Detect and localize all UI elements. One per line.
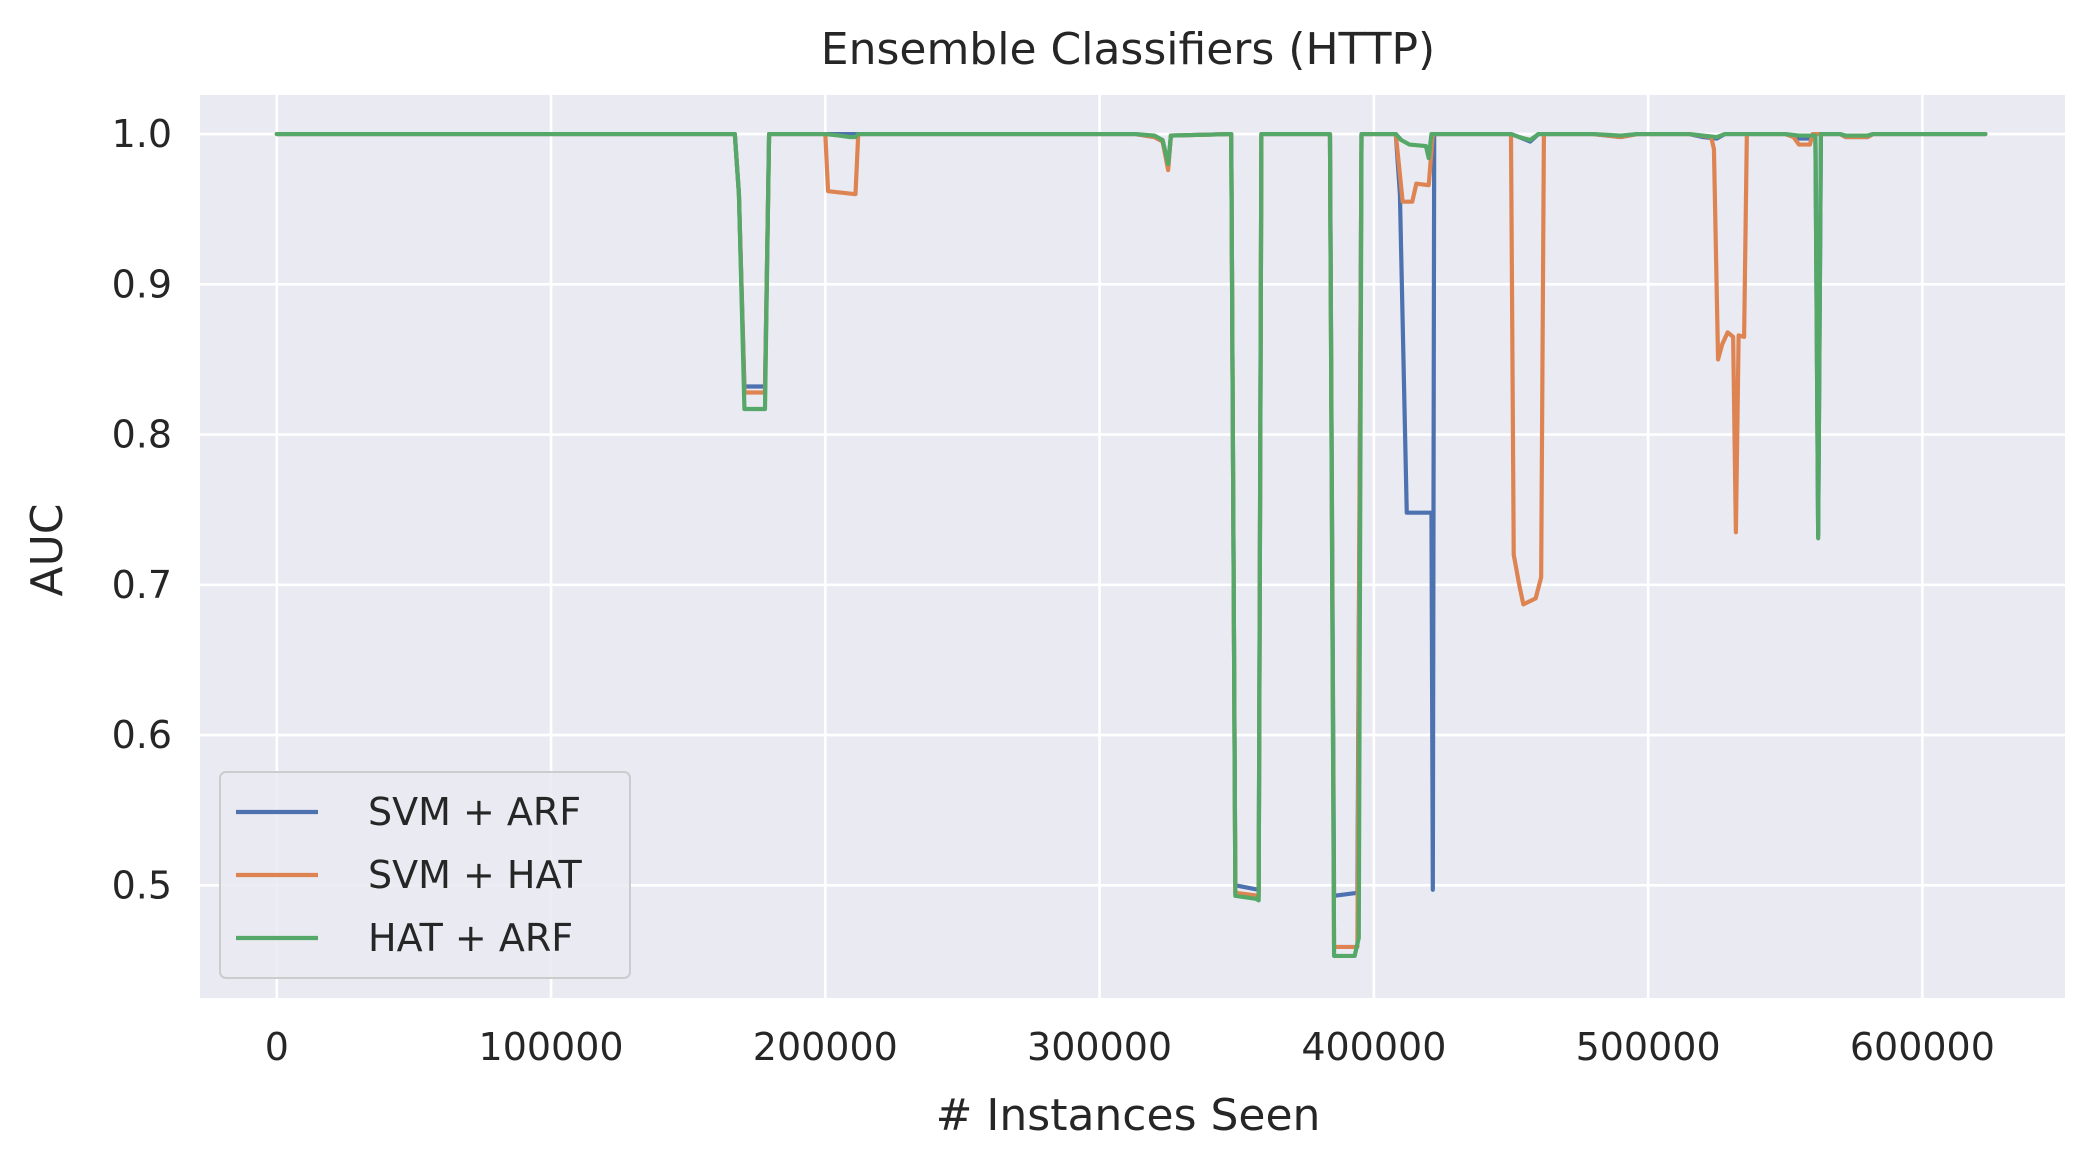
x-tick-label: 300000 <box>1027 1025 1172 1069</box>
legend-label-svm-hat: SVM + HAT <box>368 853 583 897</box>
series-line-hat-arf <box>274 131 1988 959</box>
x-tick-label: 200000 <box>753 1025 898 1069</box>
y-tick-label: 0.5 <box>112 863 172 907</box>
x-tick-label: 100000 <box>479 1025 624 1069</box>
x-axis-label: # Instances Seen <box>936 1090 1321 1141</box>
y-axis-label: AUC <box>22 503 73 596</box>
x-tick-label: 0 <box>265 1025 289 1069</box>
legend-box <box>219 771 631 979</box>
legend: SVM + ARF SVM + HAT HAT + ARF <box>219 771 631 979</box>
x-tick-label: 400000 <box>1301 1025 1446 1069</box>
y-tick-label: 0.8 <box>112 413 172 457</box>
legend-label-svm-arf: SVM + ARF <box>368 790 581 834</box>
series-lines <box>274 131 1988 959</box>
y-tick-label: 0.6 <box>112 713 172 757</box>
y-tick-label: 0.7 <box>112 563 172 607</box>
x-tick-label: 600000 <box>1850 1025 1995 1069</box>
y-tick-label: 1.0 <box>112 112 172 156</box>
y-tick-label: 0.9 <box>112 262 172 306</box>
chart-title: Ensemble Classifiers (HTTP) <box>821 24 1435 75</box>
x-tick-label: 500000 <box>1576 1025 1721 1069</box>
legend-label-hat-arf: HAT + ARF <box>368 916 573 960</box>
